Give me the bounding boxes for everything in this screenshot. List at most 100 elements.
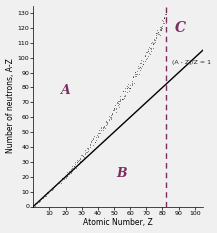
Point bbox=[83, 148, 87, 152]
Point bbox=[146, 49, 150, 53]
Point bbox=[61, 176, 64, 180]
Point bbox=[161, 18, 164, 22]
Point bbox=[69, 167, 72, 171]
Point bbox=[110, 112, 114, 115]
Point bbox=[138, 65, 142, 69]
Point bbox=[130, 79, 133, 83]
Point bbox=[141, 62, 145, 66]
Point bbox=[153, 38, 156, 42]
Point bbox=[135, 69, 139, 73]
Point bbox=[161, 21, 164, 25]
Point bbox=[127, 85, 130, 89]
Point bbox=[145, 56, 148, 60]
Point bbox=[116, 101, 119, 105]
Point bbox=[138, 65, 142, 69]
Point bbox=[159, 28, 162, 32]
Point bbox=[88, 145, 92, 149]
Point bbox=[113, 108, 116, 111]
Point bbox=[67, 169, 71, 173]
Point bbox=[135, 72, 138, 75]
Point bbox=[133, 75, 137, 78]
Point bbox=[33, 204, 36, 208]
Point bbox=[137, 66, 140, 70]
Point bbox=[155, 31, 159, 34]
Point bbox=[156, 28, 159, 31]
Point bbox=[80, 153, 83, 157]
Point bbox=[102, 125, 106, 129]
Point bbox=[132, 81, 135, 85]
Point bbox=[69, 171, 72, 175]
Point bbox=[85, 151, 89, 154]
Point bbox=[93, 134, 96, 137]
Point bbox=[70, 166, 73, 170]
Point bbox=[51, 187, 54, 191]
Point bbox=[148, 51, 151, 55]
Point bbox=[158, 33, 161, 37]
Point bbox=[111, 111, 114, 115]
Point bbox=[112, 106, 116, 110]
Point bbox=[88, 143, 92, 147]
Point bbox=[127, 89, 130, 93]
Point bbox=[78, 160, 82, 163]
Point bbox=[117, 102, 120, 106]
Point bbox=[107, 118, 111, 122]
Point bbox=[151, 46, 155, 50]
Point bbox=[145, 57, 148, 61]
Point bbox=[117, 99, 120, 103]
Point bbox=[72, 167, 75, 171]
Point bbox=[146, 49, 150, 53]
Point bbox=[146, 54, 150, 58]
Point bbox=[99, 127, 103, 130]
Point bbox=[43, 194, 46, 198]
Point bbox=[159, 26, 163, 30]
Point bbox=[40, 195, 43, 199]
Point bbox=[94, 135, 97, 139]
Point bbox=[114, 110, 118, 114]
Point bbox=[164, 12, 167, 16]
Point bbox=[163, 16, 166, 20]
Point bbox=[35, 201, 38, 205]
Point bbox=[67, 170, 70, 174]
Point bbox=[130, 82, 134, 85]
Point bbox=[151, 42, 155, 46]
Point bbox=[159, 25, 162, 29]
Point bbox=[154, 35, 158, 39]
Point bbox=[152, 38, 156, 41]
Point bbox=[158, 28, 161, 32]
Point bbox=[137, 66, 140, 70]
Point bbox=[102, 124, 106, 128]
Point bbox=[87, 149, 90, 153]
Point bbox=[131, 75, 135, 79]
Point bbox=[123, 94, 127, 98]
Point bbox=[123, 86, 127, 90]
Point bbox=[72, 164, 76, 168]
Point bbox=[148, 45, 151, 49]
Point bbox=[81, 154, 85, 158]
Point bbox=[151, 42, 155, 46]
Point bbox=[125, 86, 128, 90]
Point bbox=[125, 86, 129, 90]
Point bbox=[104, 123, 107, 127]
Text: (A - Z)/Z = 1: (A - Z)/Z = 1 bbox=[172, 60, 211, 65]
Point bbox=[57, 181, 61, 184]
Point bbox=[105, 120, 109, 124]
Point bbox=[154, 31, 158, 35]
Point bbox=[121, 97, 124, 101]
Point bbox=[156, 31, 160, 34]
Point bbox=[48, 188, 51, 192]
Point bbox=[91, 143, 95, 147]
Point bbox=[54, 183, 57, 187]
Point bbox=[128, 86, 132, 90]
Point bbox=[156, 30, 159, 34]
Point bbox=[139, 61, 143, 65]
Point bbox=[149, 49, 153, 53]
Point bbox=[70, 164, 73, 168]
Point bbox=[109, 113, 113, 117]
Point bbox=[80, 158, 84, 162]
Point bbox=[149, 46, 153, 49]
Point bbox=[151, 40, 154, 44]
Point bbox=[95, 133, 98, 137]
Point bbox=[80, 153, 83, 157]
Point bbox=[47, 189, 51, 193]
Point bbox=[101, 128, 105, 132]
